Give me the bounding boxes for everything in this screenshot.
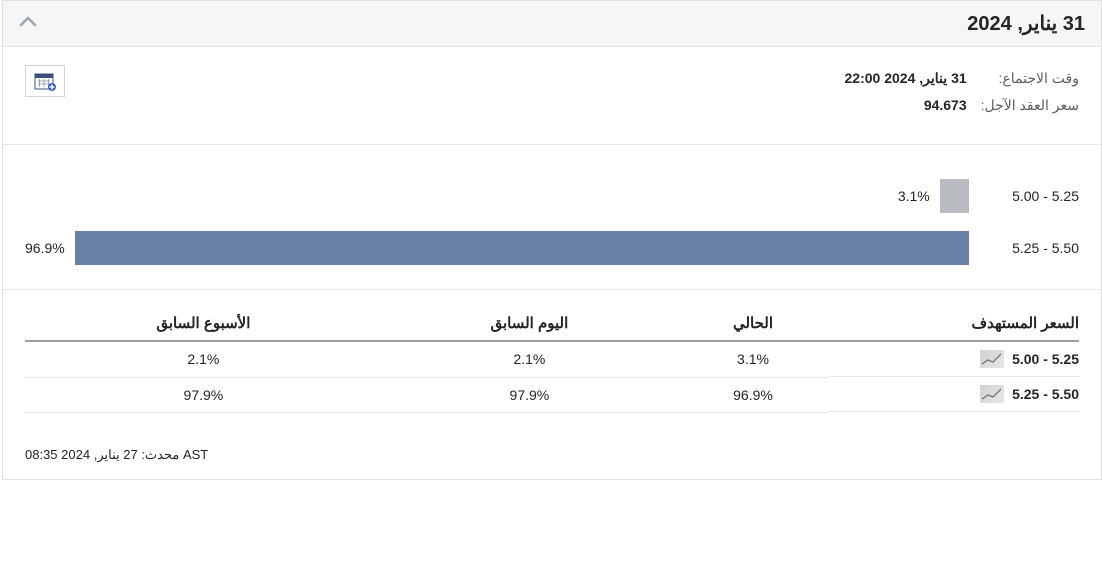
prev-week-cell: 97.9% bbox=[25, 377, 382, 412]
prev-day-cell: 97.9% bbox=[382, 377, 677, 412]
info-section: وقت الاجتماع: 31 يناير, 2024 22:00 سعر ا… bbox=[3, 47, 1101, 144]
updated-text: محدث: 27 يناير, 2024 08:35 AST bbox=[25, 447, 208, 462]
chart-range-label: 5.00 - 5.25 bbox=[969, 188, 1079, 204]
info-row-price: سعر العقد الآجل: 94.673 bbox=[845, 92, 1079, 119]
chart-range-label: 5.25 - 5.50 bbox=[969, 240, 1079, 256]
table-row: 5.25 - 5.5096.9%97.9%97.9% bbox=[25, 377, 1079, 412]
prev-day-cell: 2.1% bbox=[382, 341, 677, 377]
updated-footer: محدث: 27 يناير, 2024 08:35 AST bbox=[3, 423, 1101, 479]
table: السعر المستهدف الحالي اليوم السابق الأسب… bbox=[25, 308, 1079, 413]
chart-pct-label: 3.1% bbox=[898, 188, 940, 204]
info-row-meeting: وقت الاجتماع: 31 يناير, 2024 22:00 bbox=[845, 65, 1079, 92]
chart-bar bbox=[75, 231, 969, 265]
probability-table: السعر المستهدف الحالي اليوم السابق الأسب… bbox=[3, 289, 1101, 423]
target-range: 5.25 - 5.50 bbox=[1012, 386, 1079, 402]
th-prev-day: اليوم السابق bbox=[382, 308, 677, 341]
chart-pct-label: 96.9% bbox=[25, 240, 75, 256]
chart-bar bbox=[940, 179, 969, 213]
table-row: 5.00 - 5.253.1%2.1%2.1% bbox=[25, 341, 1079, 377]
chart-bar-track: 3.1% bbox=[25, 179, 969, 213]
future-price-label: سعر العقد الآجل: bbox=[967, 92, 1079, 119]
chart-row: 5.25 - 5.50 96.9% bbox=[25, 231, 1079, 265]
trend-icon[interactable] bbox=[980, 385, 1004, 403]
current-cell: 96.9% bbox=[677, 377, 829, 412]
th-current: الحالي bbox=[677, 308, 829, 341]
trend-icon[interactable] bbox=[980, 350, 1004, 368]
table-header-row: السعر المستهدف الحالي اليوم السابق الأسب… bbox=[25, 308, 1079, 341]
info-rows: وقت الاجتماع: 31 يناير, 2024 22:00 سعر ا… bbox=[845, 65, 1079, 118]
future-price-value: 94.673 bbox=[845, 92, 967, 119]
th-prev-week: الأسبوع السابق bbox=[25, 308, 382, 341]
prev-week-cell: 2.1% bbox=[25, 341, 382, 377]
calendar-add-button[interactable] bbox=[25, 65, 65, 97]
meeting-time-value: 31 يناير, 2024 22:00 bbox=[845, 65, 967, 92]
current-cell: 3.1% bbox=[677, 341, 829, 377]
rate-panel: 31 يناير, 2024 وقت الاجتماع: 31 يناير, 2… bbox=[2, 0, 1102, 480]
probability-chart: 5.00 - 5.25 3.1% 5.25 - 5.50 96.9% bbox=[3, 144, 1101, 289]
chart-row: 5.00 - 5.25 3.1% bbox=[25, 179, 1079, 213]
collapse-icon[interactable] bbox=[19, 15, 37, 33]
th-target: السعر المستهدف bbox=[829, 308, 1079, 341]
target-cell: 5.00 - 5.25 bbox=[829, 342, 1079, 377]
panel-title: 31 يناير, 2024 bbox=[967, 11, 1085, 36]
meeting-time-label: وقت الاجتماع: bbox=[967, 65, 1079, 92]
chart-bar-track: 96.9% bbox=[25, 231, 969, 265]
panel-header: 31 يناير, 2024 bbox=[3, 1, 1101, 47]
target-cell: 5.25 - 5.50 bbox=[829, 377, 1079, 412]
calendar-icon bbox=[34, 71, 56, 91]
target-range: 5.00 - 5.25 bbox=[1012, 351, 1079, 367]
